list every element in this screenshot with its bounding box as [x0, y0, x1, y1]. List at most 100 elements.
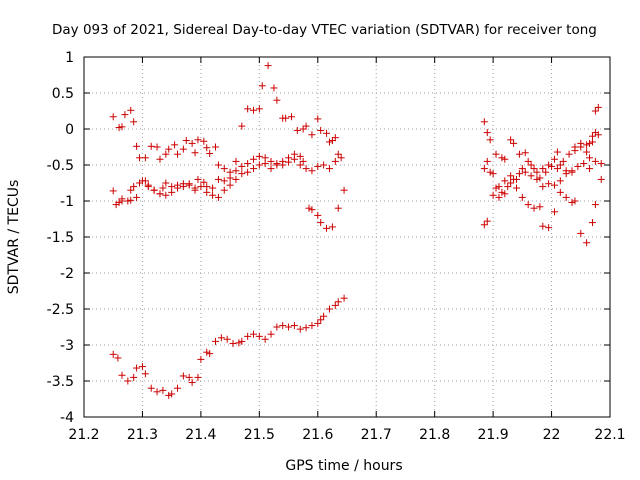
data-point — [174, 384, 182, 392]
data-point — [583, 148, 591, 156]
data-point — [507, 172, 515, 180]
data-point — [328, 223, 336, 231]
data-point — [127, 106, 135, 114]
data-point — [524, 157, 532, 165]
data-point — [115, 124, 123, 132]
data-point — [553, 165, 561, 173]
data-point — [296, 152, 304, 160]
data-point — [486, 136, 494, 144]
data-point — [127, 186, 135, 194]
data-point — [495, 193, 503, 201]
data-point — [261, 335, 269, 343]
data-point — [515, 170, 523, 178]
data-point — [314, 162, 322, 170]
x-tick-labels: 21.2 21.3 21.4 21.5 21.6 21.7 21.8 21.9 22 22.1 — [68, 427, 625, 443]
data-point — [308, 322, 316, 330]
data-point — [130, 183, 138, 191]
y-tick-label: -0.5 — [47, 158, 74, 174]
data-point — [141, 154, 149, 162]
data-point — [171, 141, 179, 149]
data-point — [323, 129, 331, 137]
data-point — [159, 184, 167, 192]
data-point — [498, 188, 506, 196]
data-point — [296, 161, 304, 169]
data-point — [159, 386, 167, 394]
data-point — [109, 350, 117, 358]
data-point — [308, 206, 316, 214]
x-tick-label: 21.4 — [185, 427, 216, 443]
data-point — [285, 158, 293, 166]
data-point — [162, 179, 170, 187]
data-point — [124, 377, 132, 385]
data-point — [138, 363, 146, 371]
data-point — [483, 217, 491, 225]
data-point — [156, 155, 164, 163]
data-point — [510, 139, 518, 147]
y-axis-label: SDTVAR / TECUs — [6, 180, 22, 295]
data-point — [238, 170, 246, 178]
data-point — [533, 168, 541, 176]
data-point — [577, 143, 585, 151]
data-point — [577, 229, 585, 237]
data-point — [314, 211, 322, 219]
data-point — [212, 337, 219, 345]
data-point — [150, 186, 158, 194]
y-tick-label: -3.5 — [47, 374, 74, 390]
data-point — [162, 150, 170, 158]
data-point — [588, 132, 596, 140]
data-point — [255, 152, 263, 160]
data-point — [264, 62, 272, 70]
data-point — [480, 118, 488, 126]
data-point — [518, 193, 526, 201]
y-tick-label: -3 — [60, 338, 74, 354]
data-point — [232, 157, 240, 165]
x-tick-label: 21.5 — [244, 427, 275, 443]
data-points — [109, 62, 605, 399]
data-point — [282, 114, 290, 122]
data-point — [174, 184, 182, 192]
data-point — [308, 167, 316, 175]
data-point — [545, 161, 553, 169]
plot-frame — [83, 56, 611, 418]
data-point — [483, 129, 491, 137]
data-point — [507, 136, 515, 144]
data-point — [489, 191, 497, 199]
data-point — [331, 301, 339, 309]
data-point — [545, 224, 553, 232]
data-point — [217, 334, 225, 342]
data-point — [314, 319, 322, 327]
data-point — [334, 150, 342, 158]
data-point — [136, 154, 144, 162]
data-point — [141, 370, 149, 378]
data-point — [249, 155, 257, 163]
y-tick-label: -4 — [60, 410, 74, 426]
data-point — [553, 148, 561, 156]
data-point — [539, 183, 547, 191]
data-point — [220, 186, 228, 194]
data-point — [591, 157, 599, 165]
data-point — [168, 390, 176, 398]
data-point — [197, 183, 205, 191]
data-point — [548, 162, 556, 170]
data-point — [545, 180, 553, 188]
grid-lines — [84, 57, 610, 417]
data-point — [112, 201, 120, 209]
data-point — [515, 150, 523, 158]
data-point — [144, 181, 152, 189]
x-tick-label: 22.1 — [594, 427, 625, 443]
data-point — [270, 84, 278, 92]
y-tick-label: 1 — [65, 50, 74, 66]
data-point — [495, 183, 503, 191]
data-point — [214, 175, 222, 183]
data-point — [483, 157, 491, 165]
data-point — [226, 181, 234, 189]
data-point — [527, 172, 535, 180]
data-point — [340, 294, 348, 302]
data-point — [138, 177, 146, 185]
data-point — [109, 113, 117, 121]
data-point — [296, 325, 304, 333]
data-point — [574, 162, 582, 170]
data-point — [133, 142, 141, 150]
x-tick-label: 22 — [543, 427, 561, 443]
data-point — [302, 122, 310, 130]
